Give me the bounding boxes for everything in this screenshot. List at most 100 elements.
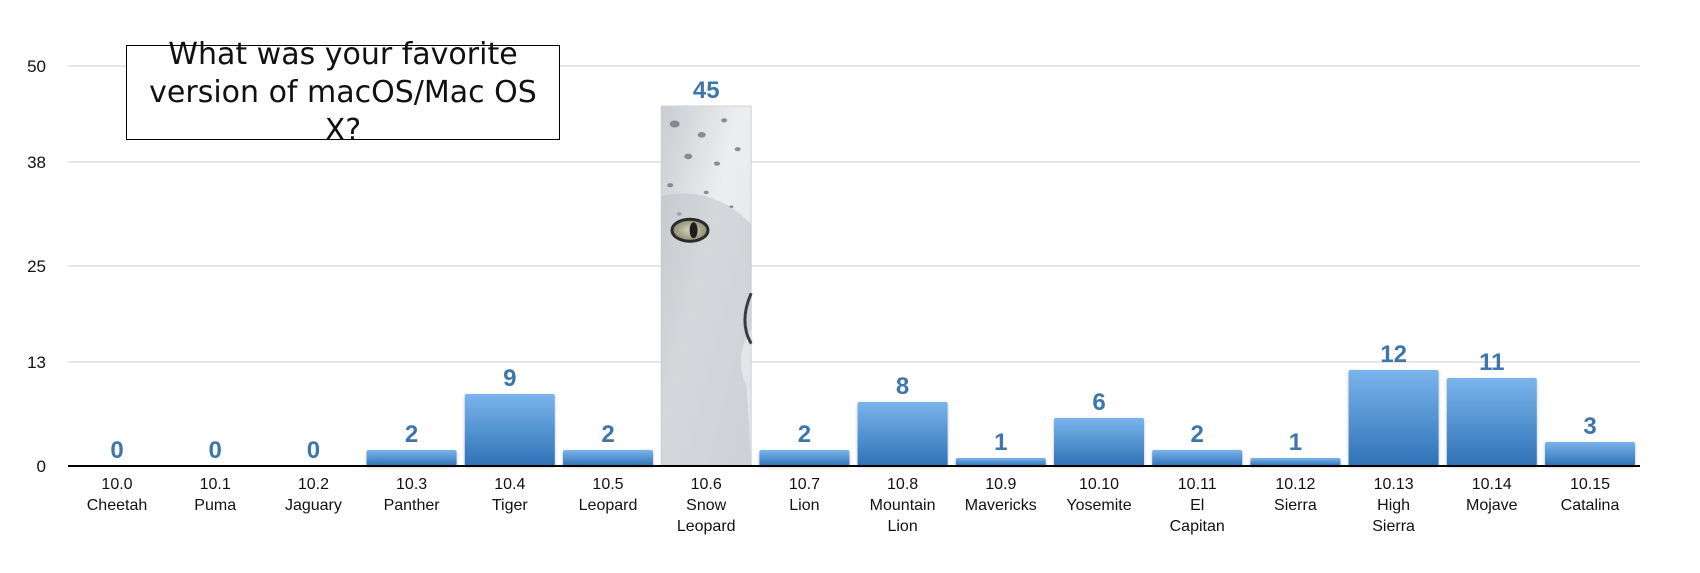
x-tick-line: Sierra [1372, 518, 1415, 535]
x-tick-line: Lion [887, 518, 917, 535]
x-tick-line: 10.9 [985, 476, 1016, 493]
bar [1348, 370, 1439, 466]
x-tick-line: Lion [789, 497, 819, 514]
x-tick-label: 10.13 High Sierra [1372, 476, 1415, 535]
fur-spot [703, 190, 709, 195]
x-tick-label: 10.11 El Capitan [1170, 476, 1225, 535]
bars [366, 105, 1635, 467]
x-tick-label: 10.4 Tiger [492, 476, 529, 514]
x-tick-label: 10.6 Snow Leopard [677, 476, 736, 535]
x-tick-line: 10.2 [298, 476, 329, 493]
x-tick-label: 10.14 Mojave [1466, 476, 1518, 514]
data-label: 45 [693, 77, 720, 104]
y-tick-label: 50 [27, 57, 46, 76]
x-tick-line: Yosemite [1066, 497, 1131, 514]
x-tick-line: Mojave [1466, 497, 1518, 514]
fur-spot [669, 120, 680, 128]
x-tick-line: 10.4 [494, 476, 525, 493]
x-tick-line: 10.6 [691, 476, 722, 493]
eye-pupil [689, 222, 698, 239]
bar [1446, 378, 1537, 466]
x-tick-line: Snow [686, 497, 726, 514]
x-tick-label: 10.10 Yosemite [1066, 476, 1131, 514]
bar [1054, 418, 1144, 466]
x-tick-line: 10.14 [1472, 476, 1512, 493]
fur-spot [667, 183, 674, 188]
x-tick-label: 10.15 Catalina [1561, 476, 1620, 514]
data-label: 1 [994, 429, 1007, 456]
x-tick-line: 10.10 [1079, 476, 1119, 493]
data-label: 6 [1092, 389, 1105, 416]
data-label: 12 [1380, 341, 1407, 368]
x-tick-line: Jaguary [285, 497, 342, 514]
data-label: 2 [798, 421, 811, 448]
x-tick-label: 10.3 Panther [384, 476, 441, 514]
bar [1545, 442, 1635, 466]
bar-highlight [660, 105, 753, 467]
data-label: 0 [209, 437, 222, 464]
x-tick-line: 10.0 [101, 476, 132, 493]
fur-spot [721, 118, 728, 123]
x-tick-line: 10.12 [1275, 476, 1315, 493]
x-tick-label: 10.2 Jaguary [285, 476, 342, 514]
x-tick-line: 10.13 [1374, 476, 1414, 493]
data-label: 2 [1191, 421, 1204, 448]
x-tick-label: 10.9 Mavericks [965, 476, 1037, 514]
y-axis-ticks: 0 13 25 38 50 [27, 57, 46, 476]
y-tick-label: 25 [27, 257, 46, 276]
data-label: 0 [307, 437, 320, 464]
fur-spot [697, 132, 706, 138]
bar [464, 394, 555, 466]
data-label: 8 [896, 373, 909, 400]
x-tick-line: Leopard [677, 518, 736, 535]
x-tick-line: Sierra [1274, 497, 1317, 514]
x-tick-label: 10.0 Cheetah [87, 476, 148, 514]
x-tick-line: 10.15 [1570, 476, 1610, 493]
x-tick-label: 10.5 Leopard [579, 476, 638, 514]
y-tick-label: 38 [27, 153, 46, 172]
bar-photo-background [660, 105, 752, 467]
x-tick-label: 10.8 Mountain Lion [870, 476, 936, 535]
data-label: 2 [601, 421, 614, 448]
data-label: 9 [503, 365, 516, 392]
x-tick-line: 10.7 [789, 476, 820, 493]
bar [366, 450, 457, 466]
x-tick-line: 10.5 [592, 476, 623, 493]
x-tick-line: Panther [384, 497, 441, 514]
x-tick-label: 10.12 Sierra [1274, 476, 1317, 514]
bar [1152, 450, 1243, 466]
x-axis-ticks: 10.0 Cheetah 10.1 Puma 10.2 Jaguary 10.3 Panthe… [87, 476, 1620, 535]
face-shading [661, 193, 752, 466]
fur-spot [729, 205, 734, 209]
muzzle-edge [743, 292, 753, 345]
fur-spot [714, 161, 720, 166]
x-tick-line: High [1377, 497, 1410, 514]
fur-spot [676, 212, 682, 216]
y-tick-label: 13 [27, 353, 46, 372]
bar [759, 450, 850, 466]
data-label: 1 [1289, 429, 1302, 456]
fur-spot [734, 147, 741, 152]
data-label: 2 [405, 421, 418, 448]
x-tick-label: 10.1 Puma [194, 476, 236, 514]
bar [955, 458, 1046, 466]
x-tick-line: 10.1 [200, 476, 231, 493]
data-label: 3 [1583, 413, 1596, 440]
x-tick-line: El [1190, 497, 1204, 514]
x-tick-line: Tiger [492, 497, 529, 514]
bar [1250, 458, 1341, 466]
bar [563, 450, 653, 466]
y-tick-label: 0 [37, 457, 46, 476]
x-tick-line: 10.11 [1178, 476, 1217, 493]
chart-title-box: What was your favorite version of macOS/… [126, 37, 560, 148]
x-tick-line: Leopard [579, 497, 638, 514]
bar [857, 402, 948, 466]
x-tick-line: Catalina [1561, 497, 1620, 514]
x-tick-line: Mavericks [965, 497, 1037, 514]
data-label: 0 [110, 437, 123, 464]
data-labels: 0 0 0 2 9 2 45 2 8 1 6 2 1 12 11 3 [110, 77, 1596, 464]
x-tick-line: Puma [194, 497, 236, 514]
chart-title: What was your favorite version of macOS/… [149, 36, 537, 148]
x-tick-label: 10.7 Lion [789, 476, 820, 514]
